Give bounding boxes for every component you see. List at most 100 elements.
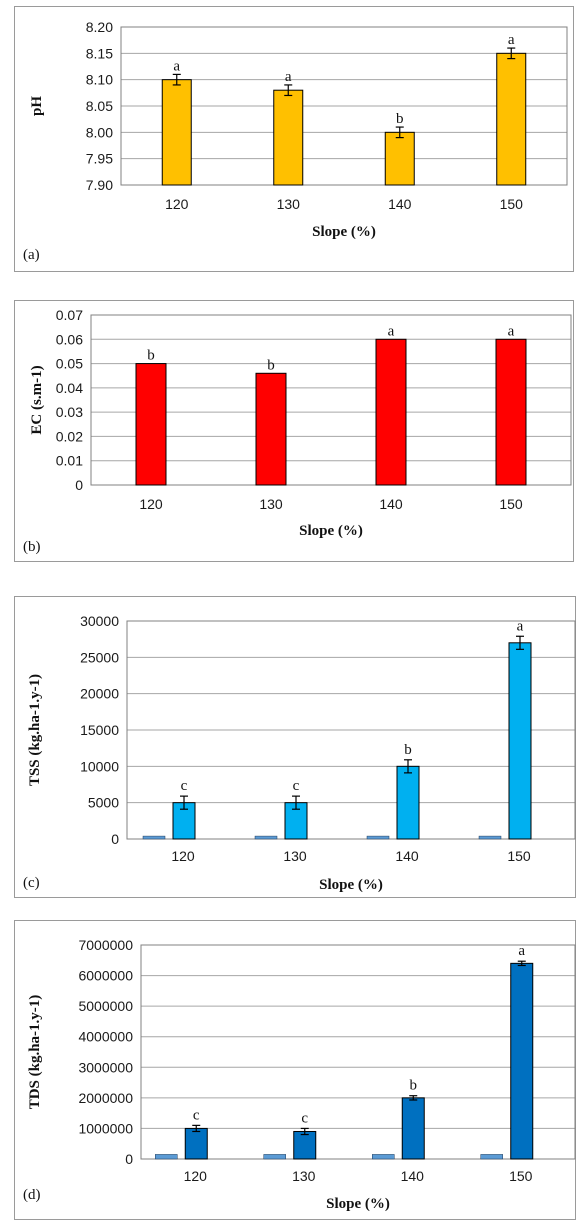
y-tick-label-a: 8.00 [86, 124, 113, 140]
panel-label-a: (a) [23, 247, 40, 263]
bar-minor-d [480, 1154, 503, 1160]
bar-minor-d [372, 1154, 395, 1160]
bar-b [255, 372, 287, 486]
y-tick-label-d: 3000000 [78, 1059, 133, 1075]
significance-letter-b: b [267, 357, 275, 373]
y-tick-label-c: 30000 [80, 613, 119, 629]
y-tick-label-c: 5000 [88, 795, 119, 811]
y-tick-label-a: 7.95 [86, 151, 113, 167]
bar-minor-c [478, 835, 502, 840]
y-tick-label-c: 0 [111, 831, 119, 847]
plot-frame-a [120, 26, 568, 186]
y-tick-label-b: 0 [75, 477, 83, 493]
bar-a [496, 52, 527, 186]
y-axis-title-c: TSS (kg.ha-1.y-1) [27, 674, 43, 786]
bar-a [161, 79, 192, 186]
chart-panel-d: 0 1000000 2000000 3000000 4000000 5000000 6000… [14, 920, 576, 1220]
significance-letter-c: c [181, 778, 188, 794]
x-axis-title-a: Slope (%) [312, 224, 376, 240]
y-tick-label-d: 0 [125, 1151, 133, 1167]
x-tick-label-a: 140 [388, 196, 412, 212]
significance-letter-d: c [193, 1107, 200, 1123]
x-tick-label-d: 130 [292, 1168, 316, 1184]
x-tick-label-d: 150 [509, 1168, 533, 1184]
y-tick-label-b: 0.02 [56, 428, 83, 444]
x-axis-title-d: Slope (%) [326, 1196, 390, 1212]
y-tick-label-b: 0.05 [56, 356, 83, 372]
y-tick-label-b: 0.06 [56, 331, 83, 347]
significance-letter-d: c [301, 1110, 308, 1126]
bar-a [273, 89, 304, 186]
significance-letter-b: a [508, 323, 515, 339]
y-tick-label-b: 0.01 [56, 453, 83, 469]
significance-letter-c: b [404, 742, 412, 758]
significance-letter-d: a [518, 943, 525, 959]
panel-label-c: (c) [23, 875, 40, 891]
x-tick-label-a: 130 [277, 196, 301, 212]
x-tick-label-c: 120 [171, 848, 195, 864]
y-axis-title-a: pH [29, 96, 45, 116]
x-tick-label-c: 130 [283, 848, 307, 864]
bar-minor-c [254, 835, 278, 840]
y-tick-label-d: 6000000 [78, 968, 133, 984]
chart-c-svg: 0 5000 10000 15000 20000 25000 30000 c 120 c 130 b 1… [27, 613, 576, 893]
significance-letter-d: b [410, 1078, 418, 1094]
bar-d [401, 1097, 425, 1160]
chart-a-svg: 7.90 7.95 8.00 8.05 8.10 8.15 8.20 a 120 a 130 b 140… [29, 19, 568, 240]
panel-label-b: (b) [23, 539, 41, 555]
x-tick-label-b: 150 [499, 496, 523, 512]
chart-panel-c: 0 5000 10000 15000 20000 25000 30000 c 120 c 130 b 1… [14, 596, 576, 898]
chart-b-svg: 0 0.01 0.02 0.03 0.04 0.05 0.06 0.07 b 120 b 130 a 14… [29, 307, 572, 539]
significance-letter-c: a [517, 618, 524, 634]
bar-c [396, 765, 420, 840]
panel-label-d: (d) [23, 1187, 41, 1203]
y-tick-label-c: 20000 [80, 686, 119, 702]
significance-letter-a: a [173, 58, 180, 74]
bar-d [293, 1130, 317, 1160]
chart-d-svg: 0 1000000 2000000 3000000 4000000 5000000 6000… [27, 937, 576, 1212]
chart-panel-a: 7.90 7.95 8.00 8.05 8.10 8.15 8.20 a 120 a 130 b 140… [14, 6, 574, 272]
x-tick-label-b: 130 [259, 496, 283, 512]
bar-a [384, 131, 415, 186]
y-axis-title-b: EC (s.m-1) [29, 365, 45, 434]
bar-minor-c [366, 835, 390, 840]
y-tick-label-b: 0.04 [56, 380, 83, 396]
y-tick-label-a: 8.05 [86, 98, 113, 114]
bar-minor-d [155, 1154, 178, 1160]
plot-frame-b [90, 314, 572, 486]
y-tick-label-a: 8.10 [86, 72, 113, 88]
x-tick-label-b: 120 [139, 496, 163, 512]
x-axis-title-b: Slope (%) [299, 523, 363, 539]
bar-minor-d [263, 1154, 286, 1160]
bar-d [510, 962, 534, 1160]
y-tick-label-b: 0.03 [56, 404, 83, 420]
chart-panel-b: 0 0.01 0.02 0.03 0.04 0.05 0.06 0.07 b 120 b 130 a 14… [14, 300, 574, 562]
x-tick-label-a: 150 [500, 196, 524, 212]
y-tick-label-d: 1000000 [78, 1120, 133, 1136]
y-tick-label-d: 7000000 [78, 937, 133, 953]
y-tick-label-c: 25000 [80, 649, 119, 665]
y-tick-label-d: 2000000 [78, 1090, 133, 1106]
y-tick-label-c: 15000 [80, 722, 119, 738]
x-tick-label-d: 120 [184, 1168, 208, 1184]
x-axis-title-c: Slope (%) [319, 877, 383, 893]
x-tick-label-a: 120 [165, 196, 189, 212]
plot-frame-d [140, 944, 576, 1160]
y-tick-label-c: 10000 [80, 758, 119, 774]
bar-c [508, 642, 532, 840]
y-tick-label-d: 4000000 [78, 1029, 133, 1045]
significance-letter-c: c [293, 778, 300, 794]
significance-letter-a: a [508, 32, 515, 48]
significance-letter-b: a [388, 323, 395, 339]
bar-b [135, 363, 167, 486]
y-tick-label-a: 8.15 [86, 45, 113, 61]
y-axis-title-d: TDS (kg.ha-1.y-1) [27, 995, 43, 1110]
significance-letter-a: b [396, 111, 404, 127]
bar-b [375, 338, 407, 486]
bar-d [184, 1127, 208, 1160]
y-tick-label-a: 8.20 [86, 19, 113, 35]
x-tick-label-d: 140 [401, 1168, 425, 1184]
y-tick-label-a: 7.90 [86, 177, 113, 193]
significance-letter-b: b [147, 348, 155, 364]
y-tick-label-b: 0.07 [56, 307, 83, 323]
